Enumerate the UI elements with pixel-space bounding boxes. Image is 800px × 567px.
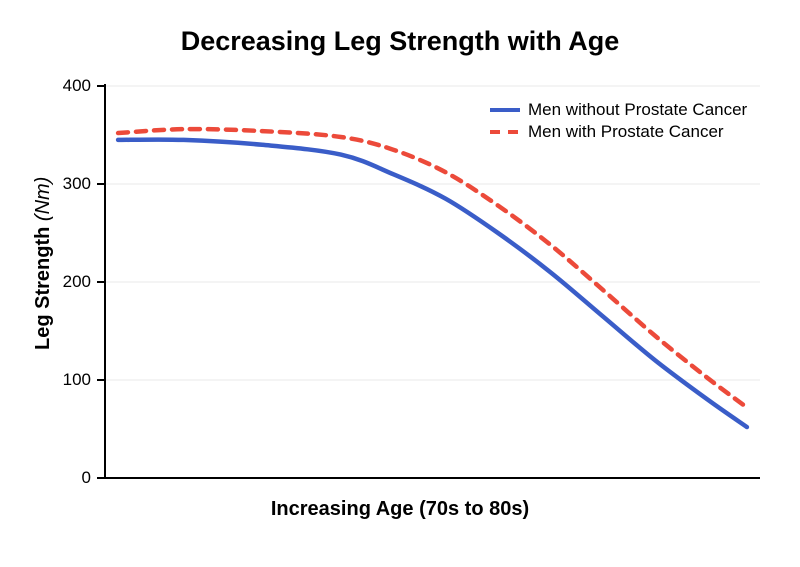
series-with [118, 129, 747, 407]
legend: Men without Prostate CancerMen with Pros… [490, 100, 747, 144]
legend-swatch-with [490, 126, 520, 138]
legend-label: Men without Prostate Cancer [528, 100, 747, 120]
y-tick-label: 300 [0, 174, 91, 194]
series-without [118, 140, 747, 428]
y-tick-label: 400 [0, 76, 91, 96]
y-tick-label: 100 [0, 370, 91, 390]
line-chart: Decreasing Leg Strength with Age Leg Str… [0, 0, 800, 567]
y-tick-label: 0 [0, 468, 91, 488]
chart-canvas [0, 0, 800, 567]
legend-label: Men with Prostate Cancer [528, 122, 724, 142]
legend-swatch-without [490, 104, 520, 116]
legend-item-without: Men without Prostate Cancer [490, 100, 747, 120]
legend-item-with: Men with Prostate Cancer [490, 122, 747, 142]
y-tick-label: 200 [0, 272, 91, 292]
